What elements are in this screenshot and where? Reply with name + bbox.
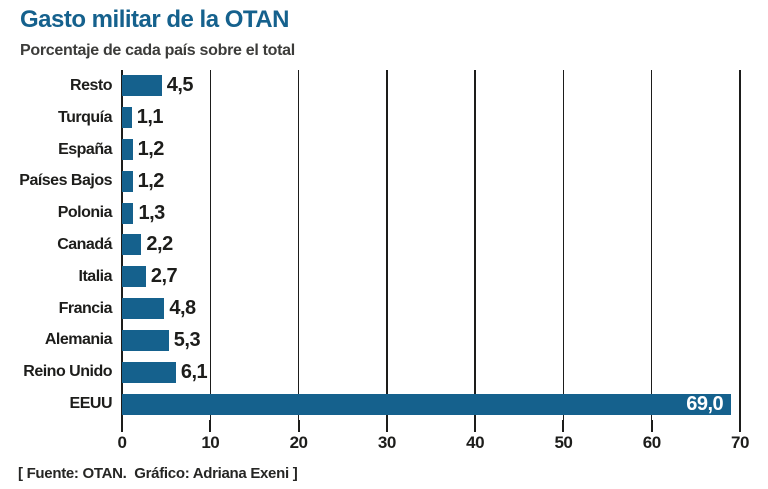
category-label: Turquía [58, 108, 112, 126]
x-tick-label: 0 [117, 433, 127, 452]
bar [122, 329, 169, 351]
plot-area: 4,5 1,1 1,2 1,2 1,3 2,2 2,7 4,8 5,3 6,1 69,0 [120, 70, 741, 420]
x-tick-mark [562, 420, 565, 432]
x-tick-label: 60 [642, 433, 661, 452]
x-tick-mark [650, 420, 653, 432]
x-tick-mark [209, 420, 212, 432]
x-tick-mark [474, 420, 477, 432]
category-label: Reino Unido [23, 363, 112, 381]
category-label: Polonia [57, 204, 113, 222]
gridline [650, 70, 653, 420]
bar-value-label: 4,5 [166, 74, 194, 97]
bar [122, 75, 162, 97]
category-label: Italia [78, 267, 113, 285]
category-label: Resto [70, 76, 112, 94]
bar [122, 202, 134, 224]
bar: 69,0 [122, 392, 732, 415]
bar [122, 107, 132, 129]
bar-row: 4,8 [122, 293, 740, 325]
x-tick-mark [121, 420, 123, 432]
gridline [386, 70, 388, 420]
bar-row: 1,1 [122, 102, 740, 134]
bar [122, 139, 133, 161]
x-tick-label: 20 [289, 433, 308, 452]
x-tick-mark [297, 420, 300, 432]
gridline [739, 70, 741, 420]
bar-row: 2,2 [122, 229, 740, 261]
category-label: Países Bajos [19, 172, 112, 190]
bar-value-label: 1,2 [137, 169, 165, 192]
bar-value-label: 4,8 [169, 297, 196, 320]
gridline [562, 70, 565, 420]
x-tick-label: 70 [731, 433, 749, 452]
bar [122, 170, 133, 192]
bar-row: 2,7 [122, 261, 740, 293]
bar-row: 1,3 [122, 197, 740, 229]
gridline [474, 70, 476, 420]
bar-row: 1,2 [122, 134, 740, 166]
gridline [297, 70, 300, 420]
bar-value-label: 1,3 [138, 201, 165, 224]
x-tick-label: 40 [466, 433, 485, 452]
bar [122, 298, 165, 320]
chart-subtitle: Porcentaje de cada país sobre el total [20, 42, 295, 59]
bar-value-label: 1,2 [137, 138, 165, 161]
bar-value-label: 69,0 [686, 392, 724, 415]
x-tick-mark [739, 420, 741, 432]
x-tick-label: 10 [201, 433, 220, 452]
bar-value-label: 2,2 [146, 233, 173, 256]
category-label: Alemania [44, 331, 113, 349]
category-label: España [58, 140, 112, 158]
category-label: Francia [58, 299, 113, 317]
category-label: EEUU [69, 395, 113, 413]
bar-value-label: 6,1 [180, 360, 208, 383]
source-credit: [ Fuente: OTAN. Gráfico: Adriana Exeni ] [18, 465, 298, 482]
bar-row: 4,5 [122, 70, 740, 102]
category-label: Canadá [57, 235, 112, 253]
bar-value-label: 1,1 [136, 106, 164, 129]
bar-value-label: 5,3 [173, 328, 201, 351]
category-labels: Resto Turquía España Países Bajos Polonia Can… [0, 70, 112, 420]
x-tick-label: 30 [377, 433, 396, 452]
bar-row: 1,2 [122, 165, 740, 197]
bar-row: 6,1 [122, 356, 740, 388]
x-tick-label: 50 [554, 433, 573, 452]
bar-row: 69,0 [122, 388, 740, 420]
x-tick-mark [385, 420, 388, 432]
bar-row: 5,3 [122, 325, 740, 357]
bar [122, 361, 176, 383]
chart-title: Gasto militar de la OTAN [20, 6, 289, 33]
gridline [209, 70, 212, 420]
bar-value-label: 2,7 [150, 265, 178, 288]
bar [122, 266, 146, 288]
bar [122, 234, 142, 256]
